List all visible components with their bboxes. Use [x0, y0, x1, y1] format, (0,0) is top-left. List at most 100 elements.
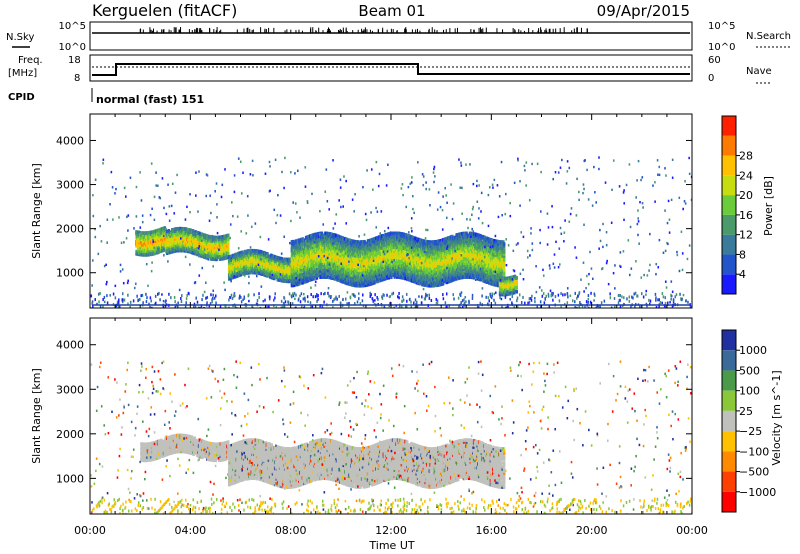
heatmap-cell [279, 276, 283, 281]
heatmap-cell [227, 247, 230, 252]
heatmap-cell [212, 251, 216, 256]
heatmap-cell [178, 238, 182, 243]
nave-label: Nave [746, 66, 772, 77]
heatmap-cell [351, 243, 355, 248]
heatmap-cell [362, 257, 365, 262]
heatmap-cell [319, 239, 322, 244]
heatmap-cell [353, 259, 356, 264]
heatmap-cell [342, 240, 345, 245]
freq-tick-8: 8 [74, 73, 80, 84]
heatmap-cell [328, 269, 331, 274]
heatmap-cell [184, 241, 187, 245]
heatmap-cell [248, 260, 251, 265]
heatmap-cell [272, 260, 275, 265]
beam-title: Beam 01 [358, 2, 425, 20]
heatmap-cell [181, 246, 185, 251]
heatmap-cell [283, 277, 287, 282]
heatmap-cell [176, 227, 179, 231]
heatmap-cell [287, 273, 290, 278]
heatmap-cell [398, 255, 401, 260]
heatmap-cell [258, 271, 261, 276]
heatmap-cell [139, 252, 142, 257]
heatmap-cell [278, 268, 281, 272]
heatmap-cell [402, 232, 406, 237]
heatmap-cell [387, 246, 391, 250]
heatmap-cell [230, 266, 233, 270]
heatmap-cell [139, 234, 142, 239]
heatmap-cell [402, 248, 406, 253]
heatmap-cell [391, 241, 395, 246]
heatmap-cell [185, 235, 188, 239]
heatmap-cell [428, 277, 432, 282]
heatmap-cell [348, 244, 351, 249]
heatmap-cell [436, 279, 439, 284]
heatmap-cell [382, 253, 386, 258]
heatmap-cell [327, 253, 330, 258]
heatmap-cell [396, 257, 400, 261]
heatmap-cell [365, 283, 369, 287]
heatmap-cell [220, 247, 223, 251]
heatmap-cell [296, 282, 299, 287]
heatmap-cell [146, 239, 150, 243]
heatmap-cell [354, 251, 357, 256]
heatmap-cell [173, 249, 177, 253]
heatmap-cell [339, 235, 342, 239]
heatmap-cell [423, 283, 427, 287]
heatmap-cell [426, 263, 430, 268]
heatmap-cell [149, 238, 152, 243]
heatmap-cell [424, 271, 427, 276]
heatmap-cell [215, 257, 218, 262]
heatmap-cell [342, 248, 345, 253]
heatmap-cell [410, 235, 413, 239]
heatmap-cell [319, 265, 323, 269]
heatmap-cell [406, 271, 409, 275]
heatmap-cell [282, 271, 285, 275]
heatmap-cell [399, 253, 402, 258]
heatmap-cell [428, 254, 432, 258]
heatmap-cell [247, 267, 250, 271]
heatmap-cell [360, 258, 363, 262]
heatmap-cell [434, 281, 437, 286]
heatmap-cell [210, 247, 213, 251]
heatmap-cell [357, 270, 360, 274]
heatmap-cell [374, 256, 377, 261]
heatmap-cell [320, 267, 324, 271]
heatmap-cell [141, 231, 145, 235]
heatmap-cell [176, 246, 179, 251]
heatmap-cell [344, 247, 347, 251]
heatmap-cell [213, 243, 217, 248]
heatmap-cell [431, 266, 434, 270]
heatmap-cell [175, 235, 178, 239]
heatmap-cell [135, 230, 138, 234]
heatmap-cell [396, 235, 400, 240]
heatmap-cell [301, 280, 304, 285]
heatmap-cell [387, 262, 391, 266]
heatmap-cell [437, 265, 441, 269]
heatmap-cell [311, 245, 314, 249]
heatmap-cell [394, 231, 397, 236]
heatmap-cell [199, 245, 202, 250]
station-title: Kerguelen (fitACF) [92, 1, 237, 20]
heatmap-cell [281, 275, 284, 279]
heatmap-cell [217, 241, 220, 246]
heatmap-cell [227, 253, 230, 257]
heatmap-cell [408, 234, 411, 239]
heatmap-cell [188, 246, 192, 250]
heatmap-cell [402, 272, 406, 276]
heatmap-cell [299, 237, 303, 242]
heatmap-cell [326, 259, 330, 264]
heatmap-cell [249, 260, 253, 265]
heatmap-cell [412, 255, 416, 260]
heatmap-cell [311, 267, 314, 271]
heatmap-cell [275, 267, 279, 272]
heatmap-cell [316, 263, 319, 268]
heatmap-cell [364, 253, 367, 258]
heatmap-cell [266, 252, 269, 256]
heatmap-cell [387, 244, 391, 248]
heatmap-cell [227, 239, 230, 244]
heatmap-cell [388, 232, 391, 236]
heatmap-cell [355, 261, 358, 266]
heatmap-cell [253, 266, 257, 271]
heatmap-cell [149, 242, 152, 247]
heatmap-cell [283, 267, 286, 272]
